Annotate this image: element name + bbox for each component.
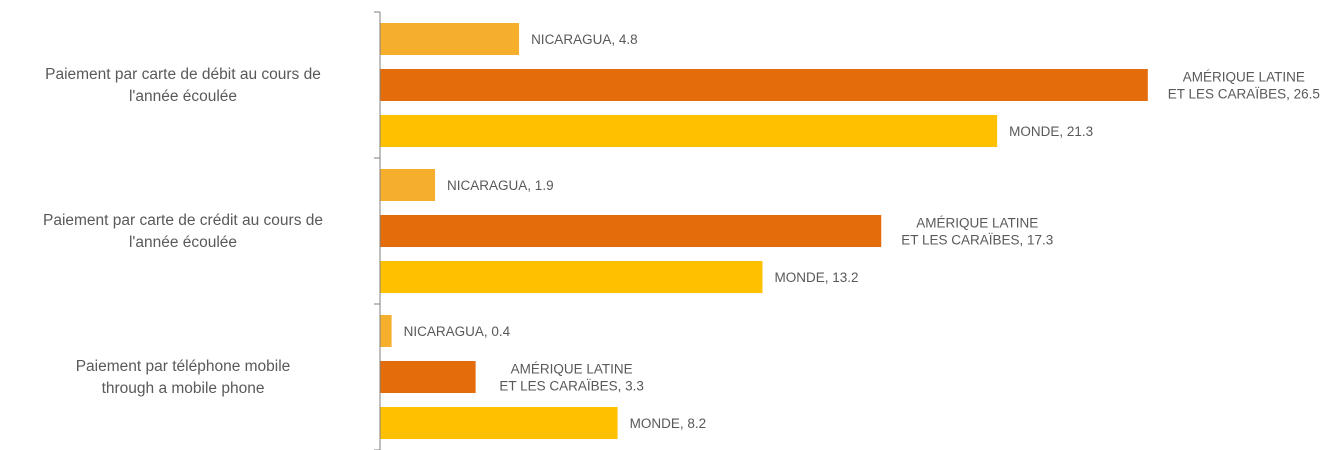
bar-3-3 — [380, 407, 618, 439]
bar-2-1 — [380, 169, 436, 201]
category-label-layer: Paiement par carte de débit au cours de l… — [43, 66, 323, 397]
bar-1-1 — [380, 23, 520, 55]
data-label-layer: NICARAGUA, 4.8 AMÉRIQUE LATINE ET LES CARA… — [404, 32, 1320, 431]
category-label-2: Paiement par carte de crédit au cours de… — [43, 212, 323, 251]
data-label-2-2: AMÉRIQUE LATINE ET LES CARAÏBES, 17.3 — [901, 215, 1053, 247]
data-label-1-1: NICARAGUA, 4.8 — [531, 32, 638, 47]
bar-layer — [380, 23, 1148, 439]
data-label-1-3: MONDE, 21.3 — [1009, 124, 1093, 139]
bar-2-2 — [380, 215, 882, 247]
bar-3-2 — [380, 361, 476, 393]
bar-1-2 — [380, 69, 1148, 101]
data-label-3-3: MONDE, 8.2 — [630, 416, 707, 431]
bar-2-3 — [380, 261, 763, 293]
data-label-2-3: MONDE, 13.2 — [774, 270, 858, 285]
bar-3-1 — [380, 315, 392, 347]
category-label-3: Paiement par téléphone mobile through a m… — [76, 358, 291, 397]
category-axis — [374, 11, 381, 450]
bar-1-3 — [380, 115, 998, 147]
data-label-1-2: AMÉRIQUE LATINE ET LES CARAÏBES, 26.5 — [1168, 69, 1320, 101]
data-label-3-2: AMÉRIQUE LATINE ET LES CARAÏBES, 3.3 — [499, 361, 644, 393]
category-label-1: Paiement par carte de débit au cours de l… — [45, 66, 321, 105]
data-label-2-1: NICARAGUA, 1.9 — [447, 178, 554, 193]
data-label-3-1: NICARAGUA, 0.4 — [404, 324, 511, 339]
